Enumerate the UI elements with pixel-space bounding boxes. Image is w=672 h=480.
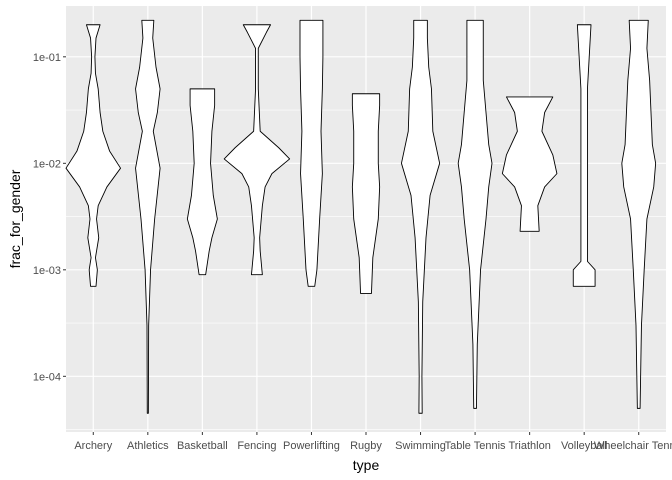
y-tick-label: 1e-01	[33, 52, 61, 64]
violin-swimming	[401, 19, 441, 414]
x-axis-ticks: Archery Athletics Basketball Fencing Powerli…	[74, 432, 672, 452]
x-tick-label: Table Tennis	[445, 440, 506, 452]
x-tick-label: Volleyball	[561, 440, 607, 452]
violin-triathlon	[501, 96, 558, 232]
y-tick-label: 1e-02	[33, 158, 61, 170]
x-tick-label: Wheelchair Tennis	[594, 440, 672, 452]
violin-rugby	[351, 93, 381, 294]
violin-volleyball	[572, 24, 596, 287]
x-tick-label: Fencing	[237, 440, 276, 452]
y-tick-label: 1e-04	[33, 371, 61, 383]
y-axis-title: frac_for_gender	[7, 169, 23, 268]
x-tick-label: Swimming	[395, 440, 446, 452]
violin-fencing	[223, 24, 291, 276]
y-axis-ticks: 1e-04 1e-03 1e-02 1e-01	[33, 52, 66, 383]
violin-basketball	[186, 88, 218, 276]
x-tick-label: Athletics	[127, 440, 169, 452]
x-tick-label: Archery	[74, 440, 112, 452]
violin-table-tennis	[457, 19, 493, 409]
violin-powerlifting	[299, 19, 324, 287]
violins	[65, 19, 657, 414]
violin-archery	[65, 24, 121, 287]
x-tick-label: Basketball	[177, 440, 228, 452]
violin-athletics	[135, 19, 161, 414]
x-axis-title: type	[353, 457, 380, 473]
violin-wheelchair-tennis	[621, 19, 657, 409]
x-tick-label: Powerlifting	[283, 440, 340, 452]
x-tick-label: Rugby	[350, 440, 382, 452]
y-tick-label: 1e-03	[33, 265, 61, 277]
x-tick-label: Triathlon	[508, 440, 550, 452]
